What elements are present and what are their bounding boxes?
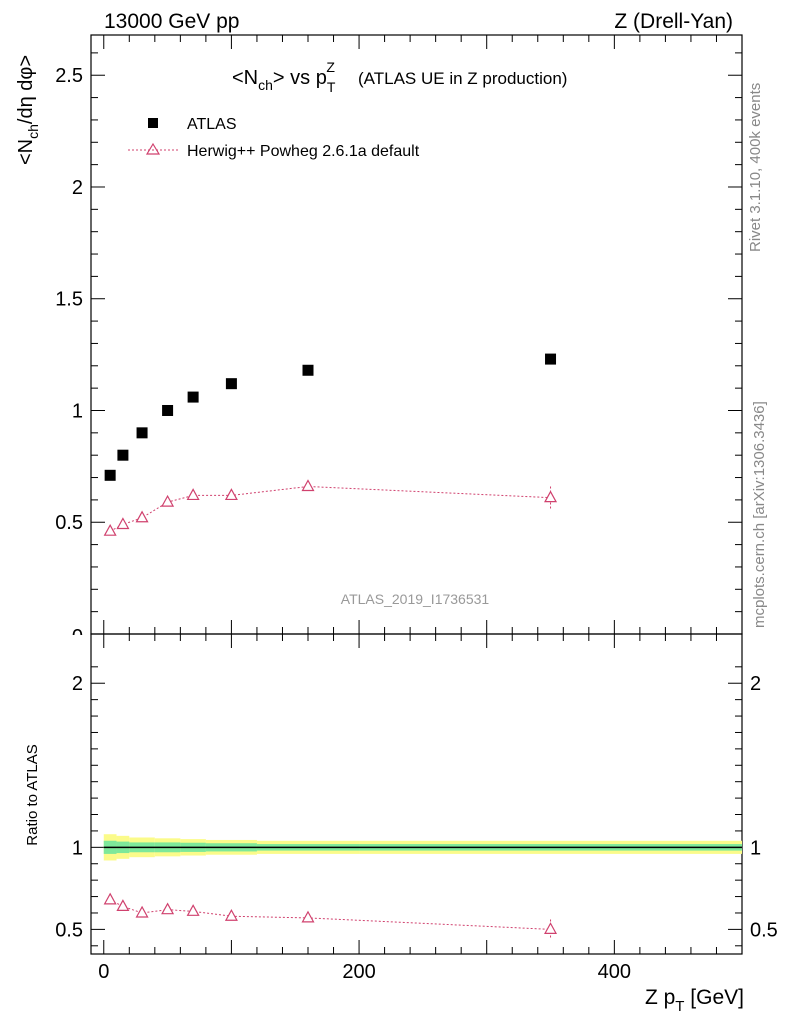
y-tick-label-zero: 0 [72,626,83,648]
atlas-point [136,427,148,439]
top-panel: 0.5 1 1.5 2 2.5 0 [55,34,743,648]
ratio-y-tick-label-right: 0.5 [750,919,778,941]
ratio-herwig-point [186,904,200,916]
ratio-herwig-point [301,910,315,923]
analysis-watermark: ATLAS_2019_I1736531 [341,591,490,607]
svg-text:(ATLAS UE in Z production): (ATLAS UE in Z production) [358,69,567,88]
ratio-herwig-point [544,922,558,934]
ratio-herwig-point [116,899,130,912]
herwig-point [186,488,200,501]
ratio-y-tick-label: 2 [72,673,83,695]
y-axis-label-top: <Nch/dη dφ> [15,55,41,165]
ratio-herwig-line [109,899,551,930]
ratio-herwig-point [103,892,117,905]
atlas-point [104,469,116,481]
y-tick-label: 2 [72,177,83,199]
herwig-line [109,485,551,532]
herwig-point [135,510,149,523]
legend-mc-label: Herwig++ Powheg 2.6.1a default [187,143,420,160]
y-tick-label: 1 [72,400,83,422]
header-left: 13000 GeV pp [104,10,239,33]
atlas-point [302,364,314,376]
atlas-point [225,378,237,390]
legend-atlas-marker [148,118,158,128]
y-tick-label: 0.5 [55,512,83,534]
atlas-point [545,353,557,365]
herwig-point [103,523,117,536]
ratio-panel: 0 200 400 0.5 0.5 1 1 2 2 [55,633,778,983]
x-tick-label: 200 [342,961,375,983]
x-tick-label: 400 [598,961,631,983]
rivet-label: Rivet 3.1.10, 400k events [747,83,764,252]
legend-mc-marker [145,142,161,155]
ratio-herwig-point [161,902,175,915]
atlas-point [117,449,129,461]
ratio-y-tick-label-right: 1 [750,837,761,859]
herwig-point [544,490,558,503]
ratio-frame [90,633,743,955]
y-axis-label-bottom: Ratio to ATLAS [24,744,41,845]
ratio-herwig-point [224,909,238,921]
header-right: Z (Drell-Yan) [614,10,733,33]
ratio-herwig-point [135,905,149,918]
herwig-point [301,479,315,492]
atlas-point [187,391,199,403]
ratio-y-tick-label: 0.5 [55,919,83,941]
legend-atlas-label: ATLAS [187,116,237,133]
mcplots-label: mcplots.cern.ch [arXiv:1306.3436] [751,401,768,628]
herwig-point [116,517,130,530]
svg-text:<Nch> vs pTZ: <Nch> vs pTZ [232,59,336,95]
x-tick-label: 0 [98,961,109,983]
y-tick-label: 1.5 [55,289,83,311]
herwig-point [224,488,238,501]
plot-title: <Nch> vs pTZ (ATLAS UE in Z production) [232,59,567,95]
herwig-point [161,494,175,507]
y-tick-label: 2.5 [55,65,83,87]
legend: ATLAS Herwig++ Powheg 2.6.1a default [128,116,420,160]
x-axis-label: Z pT [GeV] [645,986,744,1015]
ratio-y-tick-label: 1 [72,837,83,859]
ratio-y-tick-label-right: 2 [750,673,761,695]
atlas-point [162,404,174,416]
